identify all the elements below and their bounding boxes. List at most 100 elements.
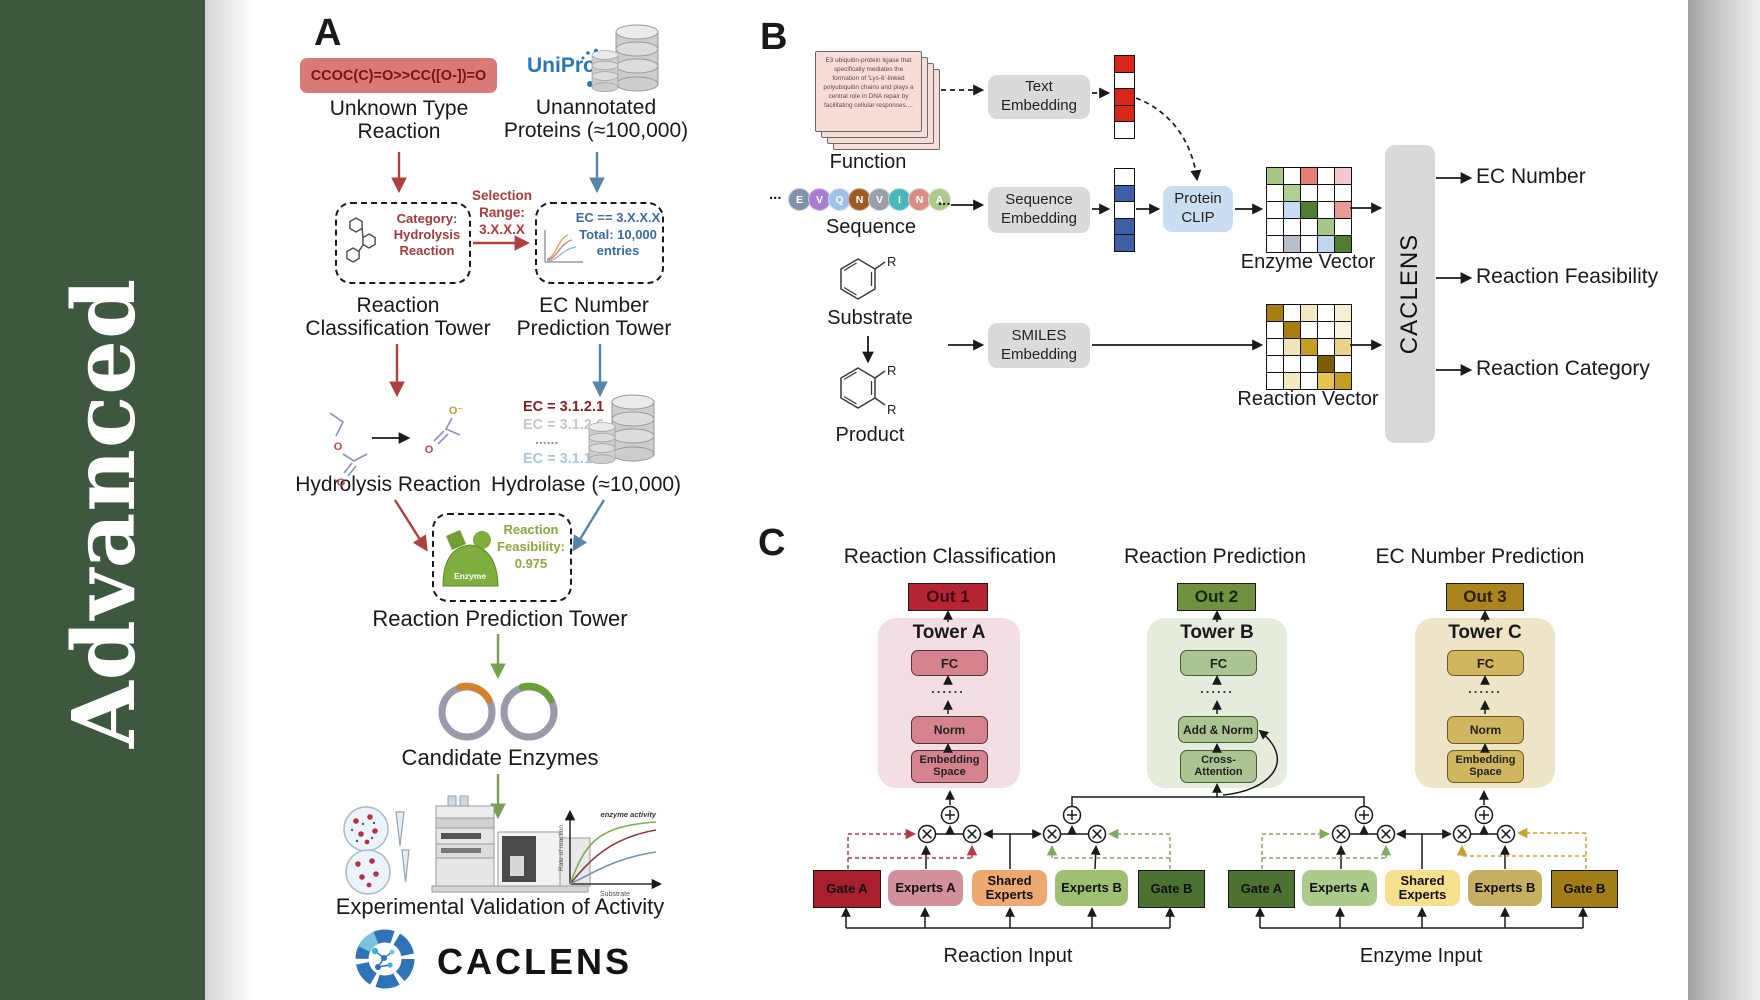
category-text-3: Reaction: [399, 243, 455, 258]
sequence-feature-vector: [1114, 168, 1135, 252]
ec-prediction-dashed-box: [535, 202, 664, 284]
heading-ec-number-prediction: EC Number Prediction: [1375, 545, 1585, 568]
out2-box: Out 2: [1177, 583, 1256, 611]
matrix-cell: [1301, 185, 1317, 201]
tower-a-fc-text: FC: [940, 655, 959, 671]
unknown-reaction-label-2: Reaction: [357, 120, 441, 143]
sequence-label: Sequence: [825, 216, 917, 238]
matrix-cell: [1267, 202, 1283, 218]
reaction-shared-line2: Experts: [985, 887, 1034, 902]
reaction-shared-line1: Shared: [987, 872, 1032, 888]
tower-b-fc: FC: [1180, 650, 1257, 676]
matrix-cell: [1267, 339, 1283, 355]
tower-a-norm: Norm: [911, 716, 988, 744]
heading-reaction-classification: Reaction Classification: [843, 545, 1057, 568]
caclens-wordmark: CACLENS: [437, 941, 633, 982]
plasmid-icon: [438, 682, 558, 741]
tower-a-title: Tower A: [912, 622, 986, 643]
matrix-cell: [1301, 168, 1317, 184]
multiply-node-icon: [1376, 824, 1396, 844]
matrix-cell: [1318, 356, 1334, 372]
multiply-node-icon: [962, 824, 982, 844]
matrix-cell: [1284, 339, 1300, 355]
matrix-cell: [1318, 339, 1334, 355]
reaction-gate-a-text: Gate A: [826, 880, 868, 896]
enzyme-gate-b-text: Gate B: [1563, 880, 1606, 896]
enzyme-experts-b-text: Experts B: [1474, 879, 1536, 895]
caclens-logo-icon: [355, 929, 415, 989]
matrix-cell: [1284, 356, 1300, 372]
smiles-text: CCOC(C)=O>>CC([O-])=O: [310, 67, 487, 84]
matrix-cell: [1318, 202, 1334, 218]
reaction-classification-dashed-box: [335, 202, 471, 284]
vector-cell: [1115, 235, 1134, 251]
reaction-gate-b-text: Gate B: [1150, 880, 1193, 896]
tower-b-addnorm: Add & Norm: [1178, 716, 1258, 743]
tower-b-dots: ......: [1200, 681, 1234, 696]
sequence-ellipsis-left: ...: [769, 186, 782, 203]
ec-list-4: EC = 3.1.1.9: [523, 451, 605, 467]
reaction-shared-experts: Shared Experts: [972, 870, 1047, 906]
carboxylate-molecule-icon: O⁻ O: [425, 405, 464, 456]
substrate-molecule-icon: R: [840, 254, 896, 300]
reaction-gate-a: Gate A: [813, 870, 881, 908]
tower1-label-1: Reaction: [356, 294, 440, 317]
matrix-cell: [1284, 305, 1300, 321]
multiply-node-icon: [1331, 824, 1351, 844]
matrix-cell: [1267, 236, 1283, 252]
category-text-1: Category:: [396, 211, 458, 226]
tower-a-emb-line1: Embedding: [919, 753, 980, 766]
enzyme-experts-a-text: Experts A: [1309, 879, 1370, 895]
matrix-cell: [1284, 219, 1300, 235]
tower-a-embedding: Embedding Space: [911, 750, 988, 783]
multiply-node-icon: [1452, 824, 1472, 844]
output-ec-number: EC Number: [1476, 165, 1586, 188]
matrix-cell: [1267, 168, 1283, 184]
enzyme-input-label: Enzyme Input: [1359, 945, 1483, 967]
graph-ylabel: Rate of reaction: [558, 825, 565, 871]
panel-c-label: C: [758, 522, 786, 564]
unannotated-label-2: Proteins (≈100,000): [503, 119, 689, 142]
matrix-cell: [1284, 168, 1300, 184]
heading-reaction-prediction: Reaction Prediction: [1123, 545, 1307, 568]
matrix-cell: [1284, 373, 1300, 389]
matrix-cell: [1301, 202, 1317, 218]
vector-cell: [1115, 202, 1134, 218]
matrix-cell: [1301, 219, 1317, 235]
tower-b-cross-line1: Cross-: [1201, 753, 1236, 766]
out3-box: Out 3: [1446, 583, 1524, 611]
tower-b-cross-line2: Attention: [1194, 765, 1243, 778]
smiles-embedding-box: SMILES Embedding: [988, 323, 1090, 368]
matrix-cell: [1267, 219, 1283, 235]
matrix-cell: [1301, 356, 1317, 372]
page-right-edge-shadow: [1688, 0, 1760, 1000]
tower-c-dots: ......: [1468, 681, 1502, 696]
ec-box-text-1: EC == 3.X.X.X: [575, 210, 661, 225]
feasibility-text-3: 0.975: [514, 556, 548, 571]
output-reaction-feasibility: Reaction Feasibility: [1476, 265, 1659, 288]
tower-b-cross-attention: Cross- Attention: [1180, 750, 1257, 783]
reaction-gate-b: Gate B: [1138, 870, 1205, 908]
matrix-cell: [1267, 185, 1283, 201]
enzyme-shared-line1: Shared: [1400, 872, 1445, 888]
tower-c-norm: Norm: [1447, 716, 1524, 744]
substrate-r-label: R: [887, 254, 896, 269]
text-embedding-box: Text Embedding: [988, 75, 1090, 119]
matrix-cell: [1335, 185, 1351, 201]
vector-cell: [1115, 72, 1134, 89]
substrate-label: Substrate: [827, 307, 913, 329]
ec-list-1: EC = 3.1.2.1: [523, 399, 605, 415]
matrix-cell: [1301, 236, 1317, 252]
matrix-cell: [1301, 339, 1317, 355]
vector-cell: [1115, 89, 1134, 105]
matrix-cell: [1301, 305, 1317, 321]
ec-box-text-3: entries: [596, 243, 640, 258]
ester-oxygen: O: [334, 441, 343, 453]
sequence-ellipsis-right: ...: [938, 192, 951, 209]
vector-cell: [1115, 56, 1134, 72]
enzyme-gate-a: Gate A: [1228, 870, 1295, 908]
matrix-cell: [1318, 185, 1334, 201]
vector-cell: [1115, 122, 1134, 138]
protein-clip-line1: Protein: [1174, 190, 1222, 208]
